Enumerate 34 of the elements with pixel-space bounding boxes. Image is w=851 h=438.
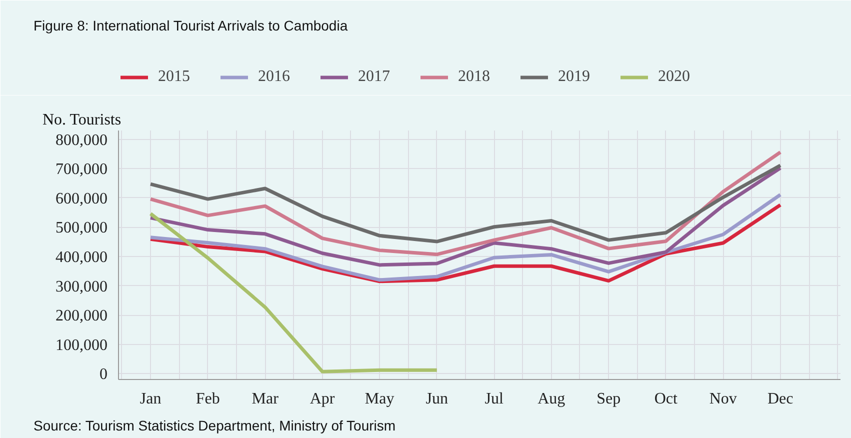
x-tick-label: Jul [484,390,504,408]
x-tick-label: May [364,390,394,408]
x-tick-label: Jan [140,390,162,408]
y-tick-label: 0 [100,366,108,384]
legend-label: 2018 [458,68,490,86]
source-note: Source: Tourism Statistics Department, Ministry of Tourism [34,418,396,434]
line-series [148,164,782,244]
x-tick-label: Jun [426,390,448,408]
x-tick-label: Sep [596,390,621,408]
line-series [148,166,782,267]
x-tick-label: Mar [252,390,280,408]
x-tick-label: Nov [709,390,737,408]
y-tick-label: 800,000 [56,132,108,149]
x-tick-label: Feb [196,390,220,408]
y-tick-label: 700,000 [56,161,108,178]
legend-label: 2016 [258,68,290,86]
y-tick-label: 500,000 [56,220,108,237]
legend-label: 2015 [158,68,190,86]
x-tick-label: Oct [654,390,678,408]
y-tick-label: 200,000 [56,308,108,325]
legend-label: 2017 [358,68,390,86]
y-axis-title: No. Tourists [42,112,122,128]
legend-label: 2020 [658,68,690,86]
y-tick-label: 400,000 [56,248,108,266]
y-tick-label: 600,000 [56,190,108,208]
x-tick-label: Aug [538,390,566,408]
chart-title: Figure 8: International Tourist Arrivals to Cambodia [34,18,348,34]
y-tick-label: 100,000 [56,336,108,354]
line-series [148,150,782,256]
legend-label: 2019 [558,68,590,86]
y-tick-label: 300,000 [56,278,108,296]
x-tick-label: Apr [310,390,336,408]
line-series [148,212,439,374]
x-tick-label: Dec [768,390,794,408]
